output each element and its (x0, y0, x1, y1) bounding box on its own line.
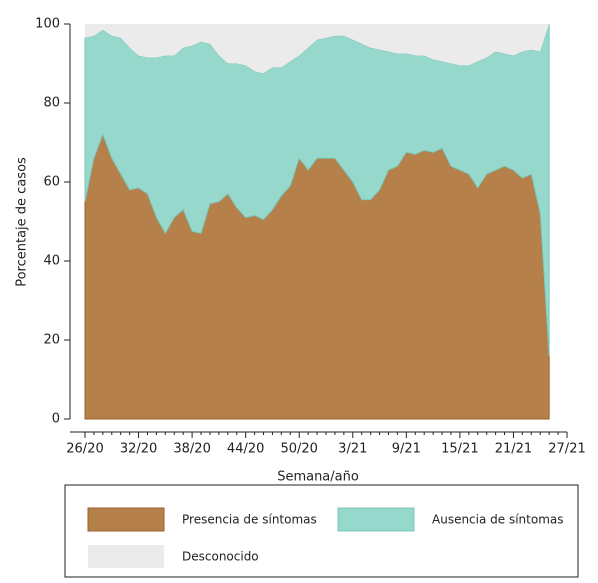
x-tick-label: 44/20 (227, 442, 264, 457)
y-tick-label: 60 (43, 175, 60, 190)
legend-swatch (87, 507, 165, 532)
x-tick-label: 27/21 (548, 442, 585, 457)
y-tick-label: 0 (52, 412, 60, 427)
legend-label: Ausencia de síntomas (432, 513, 564, 527)
legend-label: Desconocido (182, 550, 259, 564)
x-tick-label: 9/21 (392, 442, 421, 457)
x-tick-label: 21/21 (495, 442, 532, 457)
legend-label: Presencia de síntomas (182, 513, 317, 527)
x-tick-label: 32/20 (120, 442, 157, 457)
legend-box (64, 484, 579, 578)
x-tick-label: 3/21 (338, 442, 367, 457)
y-tick-label: 80 (43, 96, 60, 111)
legend-swatch (88, 545, 164, 568)
y-tick-label: 40 (43, 254, 60, 269)
y-tick-label: 20 (43, 333, 60, 348)
plot-area (84, 23, 550, 420)
x-tick-label: 26/20 (66, 442, 103, 457)
area (85, 24, 550, 74)
x-tick-label: 15/21 (441, 442, 478, 457)
y-tick-label: 100 (35, 17, 60, 32)
x-axis-label: Semana/año (277, 470, 359, 485)
y-axis-label: Porcentaje de casos (15, 157, 30, 287)
x-tick-label: 38/20 (173, 442, 210, 457)
legend-swatch (337, 507, 415, 532)
x-tick-label: 50/20 (280, 442, 317, 457)
